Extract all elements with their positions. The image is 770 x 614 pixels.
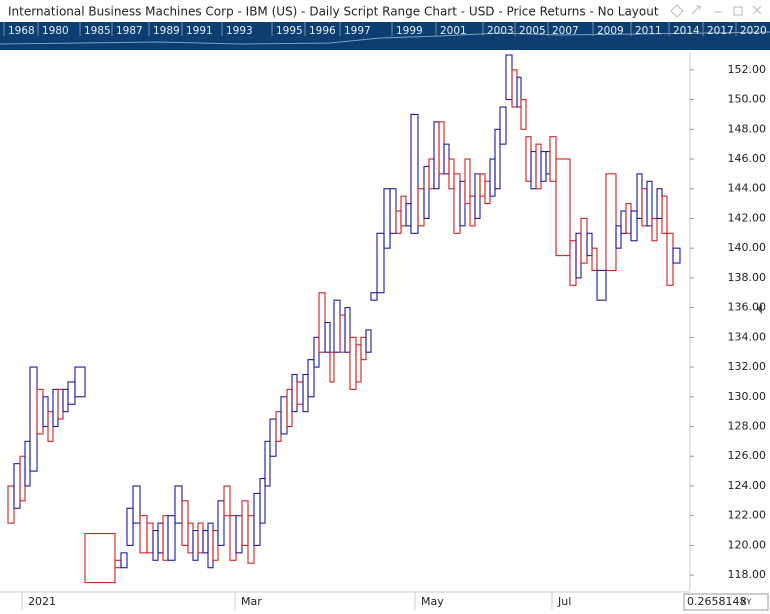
navigator-year: 2011 bbox=[635, 25, 662, 37]
range-box bbox=[74, 366, 86, 398]
range-box bbox=[605, 173, 617, 272]
range-box bbox=[516, 76, 522, 108]
range-box bbox=[423, 165, 430, 220]
range-box bbox=[120, 552, 128, 569]
y-tick-label: 134.00 bbox=[728, 330, 767, 343]
range-box bbox=[167, 515, 176, 561]
y-tick-label: 120.00 bbox=[728, 538, 767, 551]
range-box bbox=[494, 128, 501, 190]
navigator[interactable] bbox=[0, 22, 770, 50]
navigator-year: 2005 bbox=[519, 25, 546, 37]
range-box bbox=[615, 225, 622, 249]
y-tick-label: 128.00 bbox=[728, 420, 767, 433]
navigator-year: 2014 bbox=[673, 25, 700, 37]
navigator-year: 2009 bbox=[597, 25, 624, 37]
x-tick-label: Jul bbox=[557, 595, 571, 608]
range-box bbox=[355, 344, 362, 383]
y-tick-label: 132.00 bbox=[728, 360, 767, 373]
navigator-year: 1997 bbox=[344, 25, 371, 37]
navigator-year: 1995 bbox=[276, 25, 303, 37]
x-tick-label: 2021 bbox=[28, 595, 56, 608]
range-box bbox=[370, 292, 378, 301]
range-box bbox=[586, 232, 593, 257]
range-box bbox=[499, 106, 507, 145]
navigator-year: 1968 bbox=[8, 25, 35, 37]
y-tick-label: 136.00 bbox=[728, 301, 767, 314]
y-tick-label: 150.00 bbox=[728, 93, 767, 106]
navigator-year: 1996 bbox=[309, 25, 336, 37]
range-box bbox=[596, 269, 607, 301]
navigator-year: 2020 bbox=[740, 25, 767, 37]
y-tick-label: 118.00 bbox=[728, 568, 767, 581]
y-tick-label: 152.00 bbox=[728, 63, 767, 76]
y-tick-label: 142.00 bbox=[728, 211, 767, 224]
navigator-year: 1987 bbox=[116, 25, 143, 37]
range-box bbox=[84, 532, 116, 584]
range-box bbox=[672, 247, 681, 264]
icon-diamond[interactable] bbox=[670, 4, 684, 18]
navigator-year: 1993 bbox=[226, 25, 253, 37]
window-icons bbox=[670, 4, 762, 18]
navigator-year: 2017 bbox=[707, 25, 734, 37]
navigator-year: 1985 bbox=[84, 25, 111, 37]
range-box bbox=[307, 359, 315, 398]
x-tick-label: Mar bbox=[241, 595, 262, 608]
range-box bbox=[464, 158, 471, 205]
range-box bbox=[520, 99, 527, 130]
y-tick-label: 138.00 bbox=[728, 271, 767, 284]
navigator-year: 2007 bbox=[552, 25, 579, 37]
y-tick-label: 146.00 bbox=[728, 152, 767, 165]
range-box bbox=[646, 180, 653, 227]
range-box bbox=[132, 485, 141, 524]
range-box bbox=[630, 210, 638, 242]
readout-mode[interactable]: XY bbox=[741, 598, 751, 607]
y-tick-label: 144.00 bbox=[728, 182, 767, 195]
icon-maximize[interactable] bbox=[733, 6, 743, 16]
range-box bbox=[591, 247, 598, 272]
range-box bbox=[651, 217, 658, 242]
range-box bbox=[126, 507, 134, 546]
x-tick-label: May bbox=[421, 595, 444, 608]
readout-value: 0.2658148 bbox=[687, 595, 747, 608]
chart-title: International Business Machines Corp - I… bbox=[8, 5, 659, 19]
navigator-year: 1999 bbox=[396, 25, 423, 37]
range-box bbox=[365, 329, 372, 353]
range-box bbox=[264, 440, 271, 487]
range-box bbox=[410, 113, 419, 234]
y-tick-label: 140.00 bbox=[728, 241, 767, 254]
navigator-year: 2001 bbox=[440, 25, 467, 37]
scroll-arrow[interactable] bbox=[757, 304, 762, 314]
range-box bbox=[344, 307, 351, 353]
navigator-line bbox=[0, 31, 770, 45]
y-tick-label: 124.00 bbox=[728, 479, 767, 492]
range-box bbox=[555, 158, 571, 257]
y-tick-label: 148.00 bbox=[728, 122, 767, 135]
range-box bbox=[376, 232, 385, 294]
range-box bbox=[324, 321, 331, 353]
icon-pin[interactable] bbox=[691, 5, 701, 15]
y-tick-label: 130.00 bbox=[728, 390, 767, 403]
navigator-year: 1991 bbox=[186, 25, 213, 37]
readout-box[interactable] bbox=[683, 593, 769, 611]
range-box bbox=[259, 477, 266, 524]
navigator-year: 2003 bbox=[487, 25, 514, 37]
range-box bbox=[661, 195, 668, 234]
icon-close[interactable] bbox=[752, 5, 762, 15]
range-box bbox=[217, 500, 225, 546]
y-tick-label: 122.00 bbox=[728, 509, 767, 522]
navigator-year: 1980 bbox=[42, 25, 69, 37]
range-box bbox=[329, 351, 335, 383]
navigator-year: 1989 bbox=[153, 25, 180, 37]
y-tick-label: 126.00 bbox=[728, 449, 767, 462]
range-box bbox=[223, 485, 231, 517]
